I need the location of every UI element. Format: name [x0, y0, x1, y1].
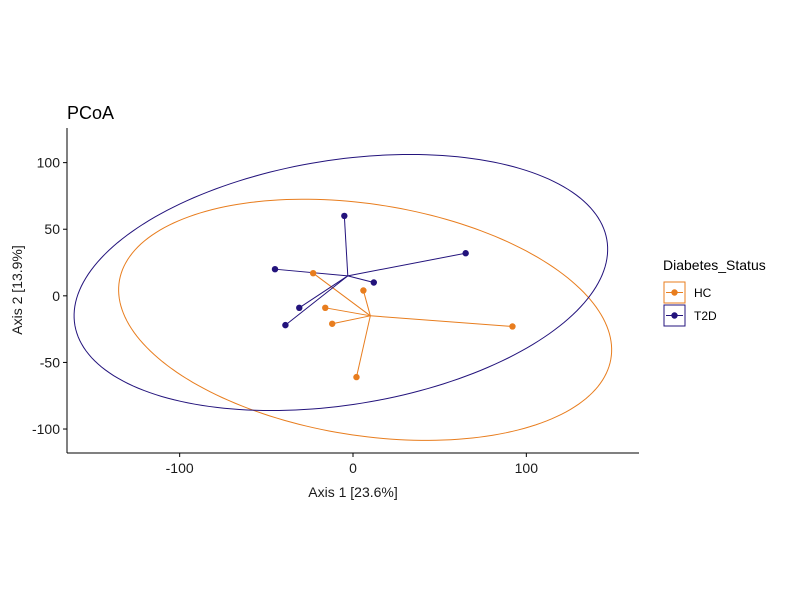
- point-t2d-3: [370, 279, 377, 286]
- x-tick-label: 0: [349, 460, 357, 476]
- legend-label-t2d: T2D: [694, 309, 717, 323]
- y-tick-label: -100: [32, 421, 60, 437]
- point-hc-2: [329, 320, 336, 327]
- legend-label-hc: HC: [694, 286, 712, 300]
- point-t2d-5: [282, 321, 289, 329]
- spider-line-hc-3: [362, 290, 371, 316]
- spider-line-t2d-2: [347, 252, 466, 277]
- legend-key-point-hc: [671, 289, 678, 296]
- point-t2d-4: [296, 304, 303, 312]
- spider-line-hc-2: [332, 315, 371, 325]
- point-hc-1: [322, 304, 329, 312]
- spider-line-t2d-5: [285, 275, 349, 326]
- spider-line-hc-5: [370, 315, 513, 327]
- spider-line-hc-4: [355, 315, 371, 378]
- point-hc-5: [509, 323, 516, 330]
- x-tick-label: -100: [166, 460, 194, 476]
- legend-title: Diabetes_Status: [663, 257, 766, 273]
- point-hc-0: [309, 269, 317, 277]
- ellipse-hc: [118, 198, 613, 441]
- x-tick-label: 100: [515, 460, 539, 476]
- y-tick-label: 0: [52, 288, 60, 304]
- x-axis-title: Axis 1 [23.6%]: [308, 484, 398, 500]
- spider-line-t2d-4: [298, 275, 349, 309]
- y-tick-label: -50: [40, 354, 60, 370]
- chart-title: PCoA: [67, 103, 114, 123]
- legend-key-point-t2d: [671, 312, 678, 319]
- x-axis-ticks: -100 0 100: [166, 453, 539, 476]
- y-axis-ticks: -100 -50 0 50 100: [32, 155, 67, 437]
- point-t2d-2: [462, 250, 469, 257]
- spider-line-hc-0: [312, 272, 371, 317]
- y-tick-label: 100: [37, 155, 61, 171]
- legend-keys: HC T2D: [663, 281, 717, 327]
- spider-line-hc-1: [325, 307, 371, 317]
- legend: Diabetes_Status HC T2D: [663, 257, 766, 327]
- y-axis-title: Axis 2 [13.9%]: [9, 245, 25, 335]
- point-hc-4: [353, 373, 360, 381]
- point-t2d-1: [341, 212, 348, 220]
- spider-line-t2d-3: [347, 275, 374, 283]
- spider-line-t2d-1: [343, 215, 349, 276]
- point-hc-3: [360, 287, 367, 294]
- ellipse-t2d: [73, 153, 609, 412]
- plot-area: [73, 153, 613, 441]
- y-tick-label: 50: [44, 221, 60, 237]
- point-t2d-0: [271, 265, 279, 273]
